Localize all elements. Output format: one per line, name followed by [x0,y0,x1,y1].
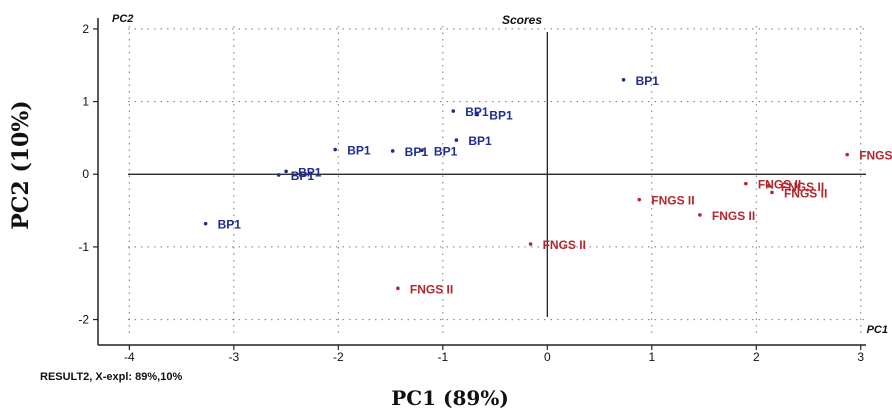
bp1-point [420,148,424,153]
fngs-ii-point [698,213,702,217]
x-axis-label: PC1 (89%) [391,386,509,410]
bp1-point-label: BP1 [434,144,458,158]
fngs-ii-point-label: FNGS II [543,238,586,252]
bp1-point [475,112,480,117]
x-tick-label: -1 [437,350,448,364]
x-tick-label: -2 [333,350,344,364]
chart-title: Scores [502,13,542,27]
fngs-ii-point [770,190,774,195]
x-tick-label: 0 [544,350,551,364]
bp1-point [454,138,459,142]
fngs-ii-point [396,286,400,291]
x-axis-tag: PC1 [867,324,888,336]
x-tick-label: 1 [648,350,655,364]
y-tick-label: 0 [82,167,89,181]
fngs-ii-point [637,197,642,202]
y-axis-tag: PC2 [112,13,133,25]
y-tick-label: 2 [82,22,89,36]
bp1-point-label: BP1 [489,109,513,123]
explained-variance-footer: RESULT2, X-expl: 89%,10% [40,371,183,383]
bp1-point [203,221,208,226]
y-tick-label: -1 [78,240,89,254]
bp1-point [390,149,395,153]
bp1-point-label: BP1 [291,169,315,183]
fngs-ii-point [528,242,533,246]
bp1-point [284,169,288,174]
y-tick-label: -2 [78,313,89,327]
fngs-ii-point [845,152,849,157]
y-tick-label: 1 [82,95,89,109]
fngs-ii-point-label: FNGS II [712,209,755,223]
fngs-ii-point-label: FNGS II [859,149,892,163]
fngs-ii-point [767,184,771,188]
bp1-point [621,77,626,82]
y-axis-label: PC2 (10%) [8,100,34,230]
x-tick-label: -3 [229,350,240,364]
fngs-ii-point-label: FNGS II [410,282,453,296]
bp1-point [451,109,456,113]
bp1-point-label: BP1 [468,134,492,148]
x-tick-label: 3 [857,350,864,364]
bp1-point [333,147,337,152]
x-tick-label: -4 [124,350,135,364]
fngs-ii-point-label: FNGS II [784,186,827,200]
bp1-point-label: BP1 [218,218,242,232]
bp1-point-label: BP1 [405,145,429,159]
bp1-point-label: BP1 [465,105,489,119]
bp1-point [276,173,281,177]
bp1-point-label: BP1 [636,74,660,88]
fngs-ii-point [744,181,748,186]
fngs-ii-point-label: FNGS II [781,180,824,194]
x-tick-label: 2 [753,350,760,364]
bp1-point-label: BP1 [298,165,322,179]
bp1-point-label: BP1 [347,144,371,158]
fngs-ii-point-label: FNGS II [651,194,694,208]
fngs-ii-point-label: FNGS II [758,178,801,192]
